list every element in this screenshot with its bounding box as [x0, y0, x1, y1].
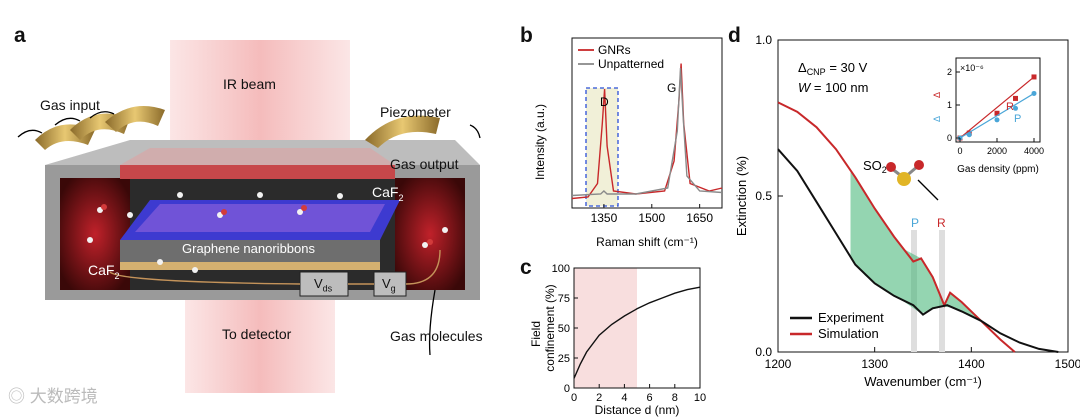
- raman-series-0: [571, 63, 723, 200]
- inset-point-P-1: [966, 132, 972, 138]
- ext-xtick-label-2: 1400: [958, 357, 985, 371]
- experiment-curve: [777, 148, 1059, 353]
- vg-label: Vg: [382, 276, 396, 294]
- r-marker-bar: [939, 230, 945, 352]
- so2-label: SO2: [863, 158, 887, 175]
- vds-label: Vds: [314, 276, 333, 294]
- caf2-right-window: [395, 178, 465, 290]
- inset-label-p: P: [1014, 113, 1021, 125]
- piezometer-label: Piezometer: [380, 104, 451, 120]
- inset-ytick-label-2: 2: [947, 67, 952, 77]
- peak-g-label: G: [667, 81, 676, 95]
- confinement-xlabel: Distance d (nm): [595, 403, 680, 417]
- inset-ylabel-p: Δ: [932, 116, 942, 122]
- conf-xtick-label-2: 4: [621, 392, 627, 404]
- vds-box: [299, 271, 349, 297]
- peak-d-label: D: [600, 95, 609, 109]
- inset-xlabel: Gas density (ppm): [957, 164, 1039, 175]
- gas-output-tube: [365, 115, 440, 148]
- panel-label-d: d: [728, 24, 741, 47]
- ir-beam-label: IR beam: [223, 76, 276, 92]
- watermark-logo: ◎ 大数跨境: [8, 387, 98, 406]
- inset-ytick-label-0: 0: [947, 133, 952, 143]
- conf-ytick-label-0: 0: [564, 383, 570, 395]
- conf-xtick-label-0: 0: [571, 392, 577, 404]
- inset-fit-P: [959, 92, 1035, 139]
- gas-input-label: Gas input: [40, 97, 100, 113]
- ext-ytick-label-1: 0.5: [755, 189, 772, 203]
- legend-unpatterned-text: Unpatterned: [598, 57, 664, 71]
- confinement-ylabel-1: Field: [529, 321, 543, 347]
- raman-xtick-label-1: 1500: [638, 211, 665, 225]
- caf2-left-window: [60, 178, 130, 290]
- inset-point-R-3: [1013, 95, 1018, 101]
- conf-ytick-label-1: 25: [558, 353, 570, 365]
- inset-point-P-3: [1013, 105, 1018, 111]
- conf-ytick-label-3: 75: [558, 293, 570, 305]
- raman-series-1: [571, 67, 723, 197]
- simulation-curve: [777, 101, 1016, 353]
- ext-xtick-label-0: 1200: [765, 357, 792, 371]
- so2-molecule-icon: [886, 160, 939, 201]
- inset-xtick-label-0: 0: [957, 146, 962, 156]
- inset-point-R-2: [994, 110, 1000, 116]
- ext-ytick-label-0: 0.0: [755, 345, 772, 359]
- inset-point-R-4: [1031, 74, 1037, 80]
- extinction-ylabel: Extinction (%): [734, 156, 749, 236]
- confinement-curve: [573, 286, 701, 379]
- gas-output-label: Gas output: [390, 156, 459, 172]
- caf2-left-label: CaF2: [88, 262, 120, 281]
- panel-label-b: b: [520, 24, 533, 47]
- graphene-label: Graphene nanoribbons: [182, 241, 315, 256]
- legend-experiment-text: Experiment: [818, 310, 884, 325]
- inset-exponent: ×10⁻⁶: [960, 63, 984, 73]
- raman-xlabel: Raman shift (cm⁻¹): [596, 235, 698, 249]
- r-marker-label: R: [937, 216, 946, 230]
- inset-frame: [955, 57, 1041, 143]
- inset-ytick-label-1: 1: [947, 100, 952, 110]
- legend-simulation-text: Simulation: [818, 326, 879, 341]
- caf2-top-label: CaF2: [372, 184, 404, 203]
- extinction-xlabel: Wavenumber (cm⁻¹): [864, 374, 982, 389]
- ext-xtick-label-3: 1500: [1055, 357, 1080, 371]
- confinement-shade: [574, 268, 637, 388]
- simulation-difference-fill: [850, 170, 996, 336]
- raman-chart: GNRs Unpatterned D G 1350 1500 1650 Intens…: [533, 37, 723, 249]
- gas-input-tube-3: [105, 106, 165, 132]
- panel-label-c: c: [520, 256, 532, 279]
- device-schematic: [17, 40, 481, 393]
- cnp-annotation: ΔCNP = 30 V: [798, 60, 868, 77]
- gas-molecules-label: Gas molecules: [390, 328, 483, 344]
- ext-xtick-label-1: 1300: [861, 357, 888, 371]
- inset-point-P-2: [994, 117, 1000, 123]
- inset-fit-R: [959, 76, 1035, 139]
- ext-ytick-label-2: 1.0: [755, 33, 772, 47]
- conf-xtick-label-1: 2: [596, 392, 602, 404]
- raman-xtick-label-2: 1650: [686, 211, 713, 225]
- inset-ylabel-r: Δ: [932, 92, 942, 98]
- inset-xtick-label-1: 2000: [987, 146, 1007, 156]
- confinement-ylabel-2: confinement (%): [543, 284, 557, 371]
- conf-xtick-label-5: 10: [694, 392, 706, 404]
- panel-label-a: a: [14, 24, 26, 47]
- inset-point-P-4: [1031, 90, 1037, 96]
- inset-xtick-label-2: 4000: [1024, 146, 1044, 156]
- p-marker-label: P: [911, 216, 919, 230]
- w-annotation: W = 100 nm: [798, 80, 868, 95]
- inset-label-r: R: [1006, 101, 1014, 113]
- raman-xtick-label-0: 1350: [591, 211, 618, 225]
- conf-ytick-label-4: 100: [552, 263, 570, 275]
- conf-ytick-label-2: 50: [558, 323, 570, 335]
- ir-beam-bottom: [185, 298, 335, 393]
- raman-ylabel: Intensity (a.u.): [533, 104, 547, 180]
- conf-xtick-label-3: 6: [647, 392, 653, 404]
- to-detector-label: To detector: [222, 326, 292, 342]
- conf-xtick-label-4: 8: [672, 392, 678, 404]
- legend-gnrs-text: GNRs: [598, 43, 631, 57]
